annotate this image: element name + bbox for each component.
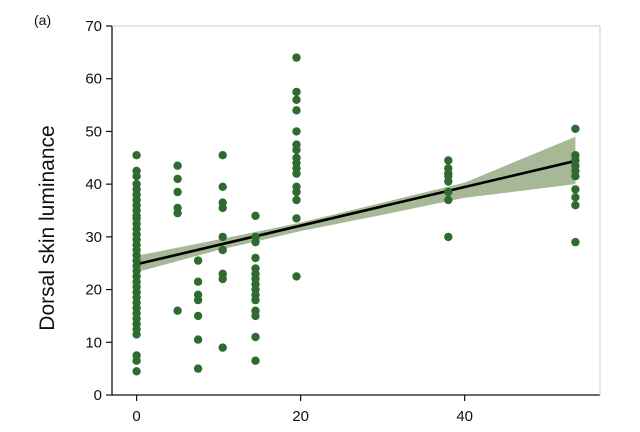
data-point	[292, 87, 301, 97]
data-point	[251, 295, 260, 305]
y-axis-title: Dorsal skin luminance	[36, 125, 59, 330]
data-point	[218, 151, 227, 160]
data-point	[571, 237, 580, 247]
data-point	[292, 195, 301, 205]
data-point	[193, 256, 203, 265]
data-point	[193, 311, 203, 321]
data-point	[132, 356, 141, 365]
data-point	[292, 95, 301, 105]
data-point	[251, 237, 260, 247]
data-point	[132, 151, 141, 160]
data-point	[444, 187, 453, 197]
data-point	[571, 193, 580, 202]
data-point	[571, 124, 580, 133]
data-point	[218, 343, 227, 352]
data-point	[292, 272, 301, 281]
fit-line-layer	[135, 159, 577, 266]
y-tick-label: 10	[85, 334, 102, 351]
data-point	[173, 306, 182, 315]
panel-label: (a)	[34, 12, 51, 28]
data-point	[218, 203, 227, 213]
data-point	[218, 274, 227, 284]
data-point	[251, 356, 260, 365]
data-point	[218, 245, 227, 255]
data-point	[218, 232, 227, 242]
data-point	[444, 177, 453, 186]
data-point	[132, 330, 141, 339]
data-point	[218, 182, 227, 191]
data-point	[292, 214, 301, 223]
data-point	[132, 367, 141, 376]
data-point	[251, 311, 260, 321]
data-point	[251, 253, 260, 263]
data-point	[292, 169, 301, 178]
data-point	[292, 127, 301, 136]
data-point	[193, 364, 203, 373]
data-point	[173, 187, 182, 197]
x-tick-label: 20	[292, 408, 309, 425]
y-tick-label: 60	[85, 71, 102, 88]
axes-layer	[106, 25, 601, 401]
tick-labels-layer: 0 10 20 30 40 50 60 70 0 20 40	[85, 18, 473, 425]
data-points-layer	[132, 53, 580, 376]
confidence-band	[136, 136, 576, 273]
data-point	[173, 174, 182, 184]
data-point	[292, 53, 301, 62]
x-tick-label: 0	[132, 408, 140, 425]
y-tick-label: 30	[85, 229, 102, 246]
data-point	[444, 156, 453, 165]
data-point	[292, 187, 301, 197]
data-point	[132, 172, 141, 181]
data-point	[173, 161, 182, 170]
data-point	[444, 232, 453, 242]
data-point	[193, 335, 203, 344]
data-point	[292, 106, 301, 115]
data-point	[173, 208, 182, 218]
data-point	[444, 195, 453, 205]
x-tick-label: 40	[456, 408, 473, 425]
data-point	[571, 185, 580, 194]
data-point	[251, 211, 260, 220]
data-point	[292, 145, 301, 155]
data-point	[251, 332, 260, 342]
fit-line	[135, 159, 577, 266]
y-tick-label: 40	[85, 176, 102, 193]
y-tick-label: 20	[85, 282, 102, 299]
y-tick-label: 70	[85, 18, 102, 35]
data-point	[193, 295, 203, 305]
y-tick-label: 50	[85, 123, 102, 140]
data-point	[571, 201, 580, 210]
y-tick-label: 0	[94, 387, 102, 404]
data-point	[571, 172, 580, 181]
data-point	[193, 277, 203, 286]
confidence-band-layer	[136, 136, 576, 273]
